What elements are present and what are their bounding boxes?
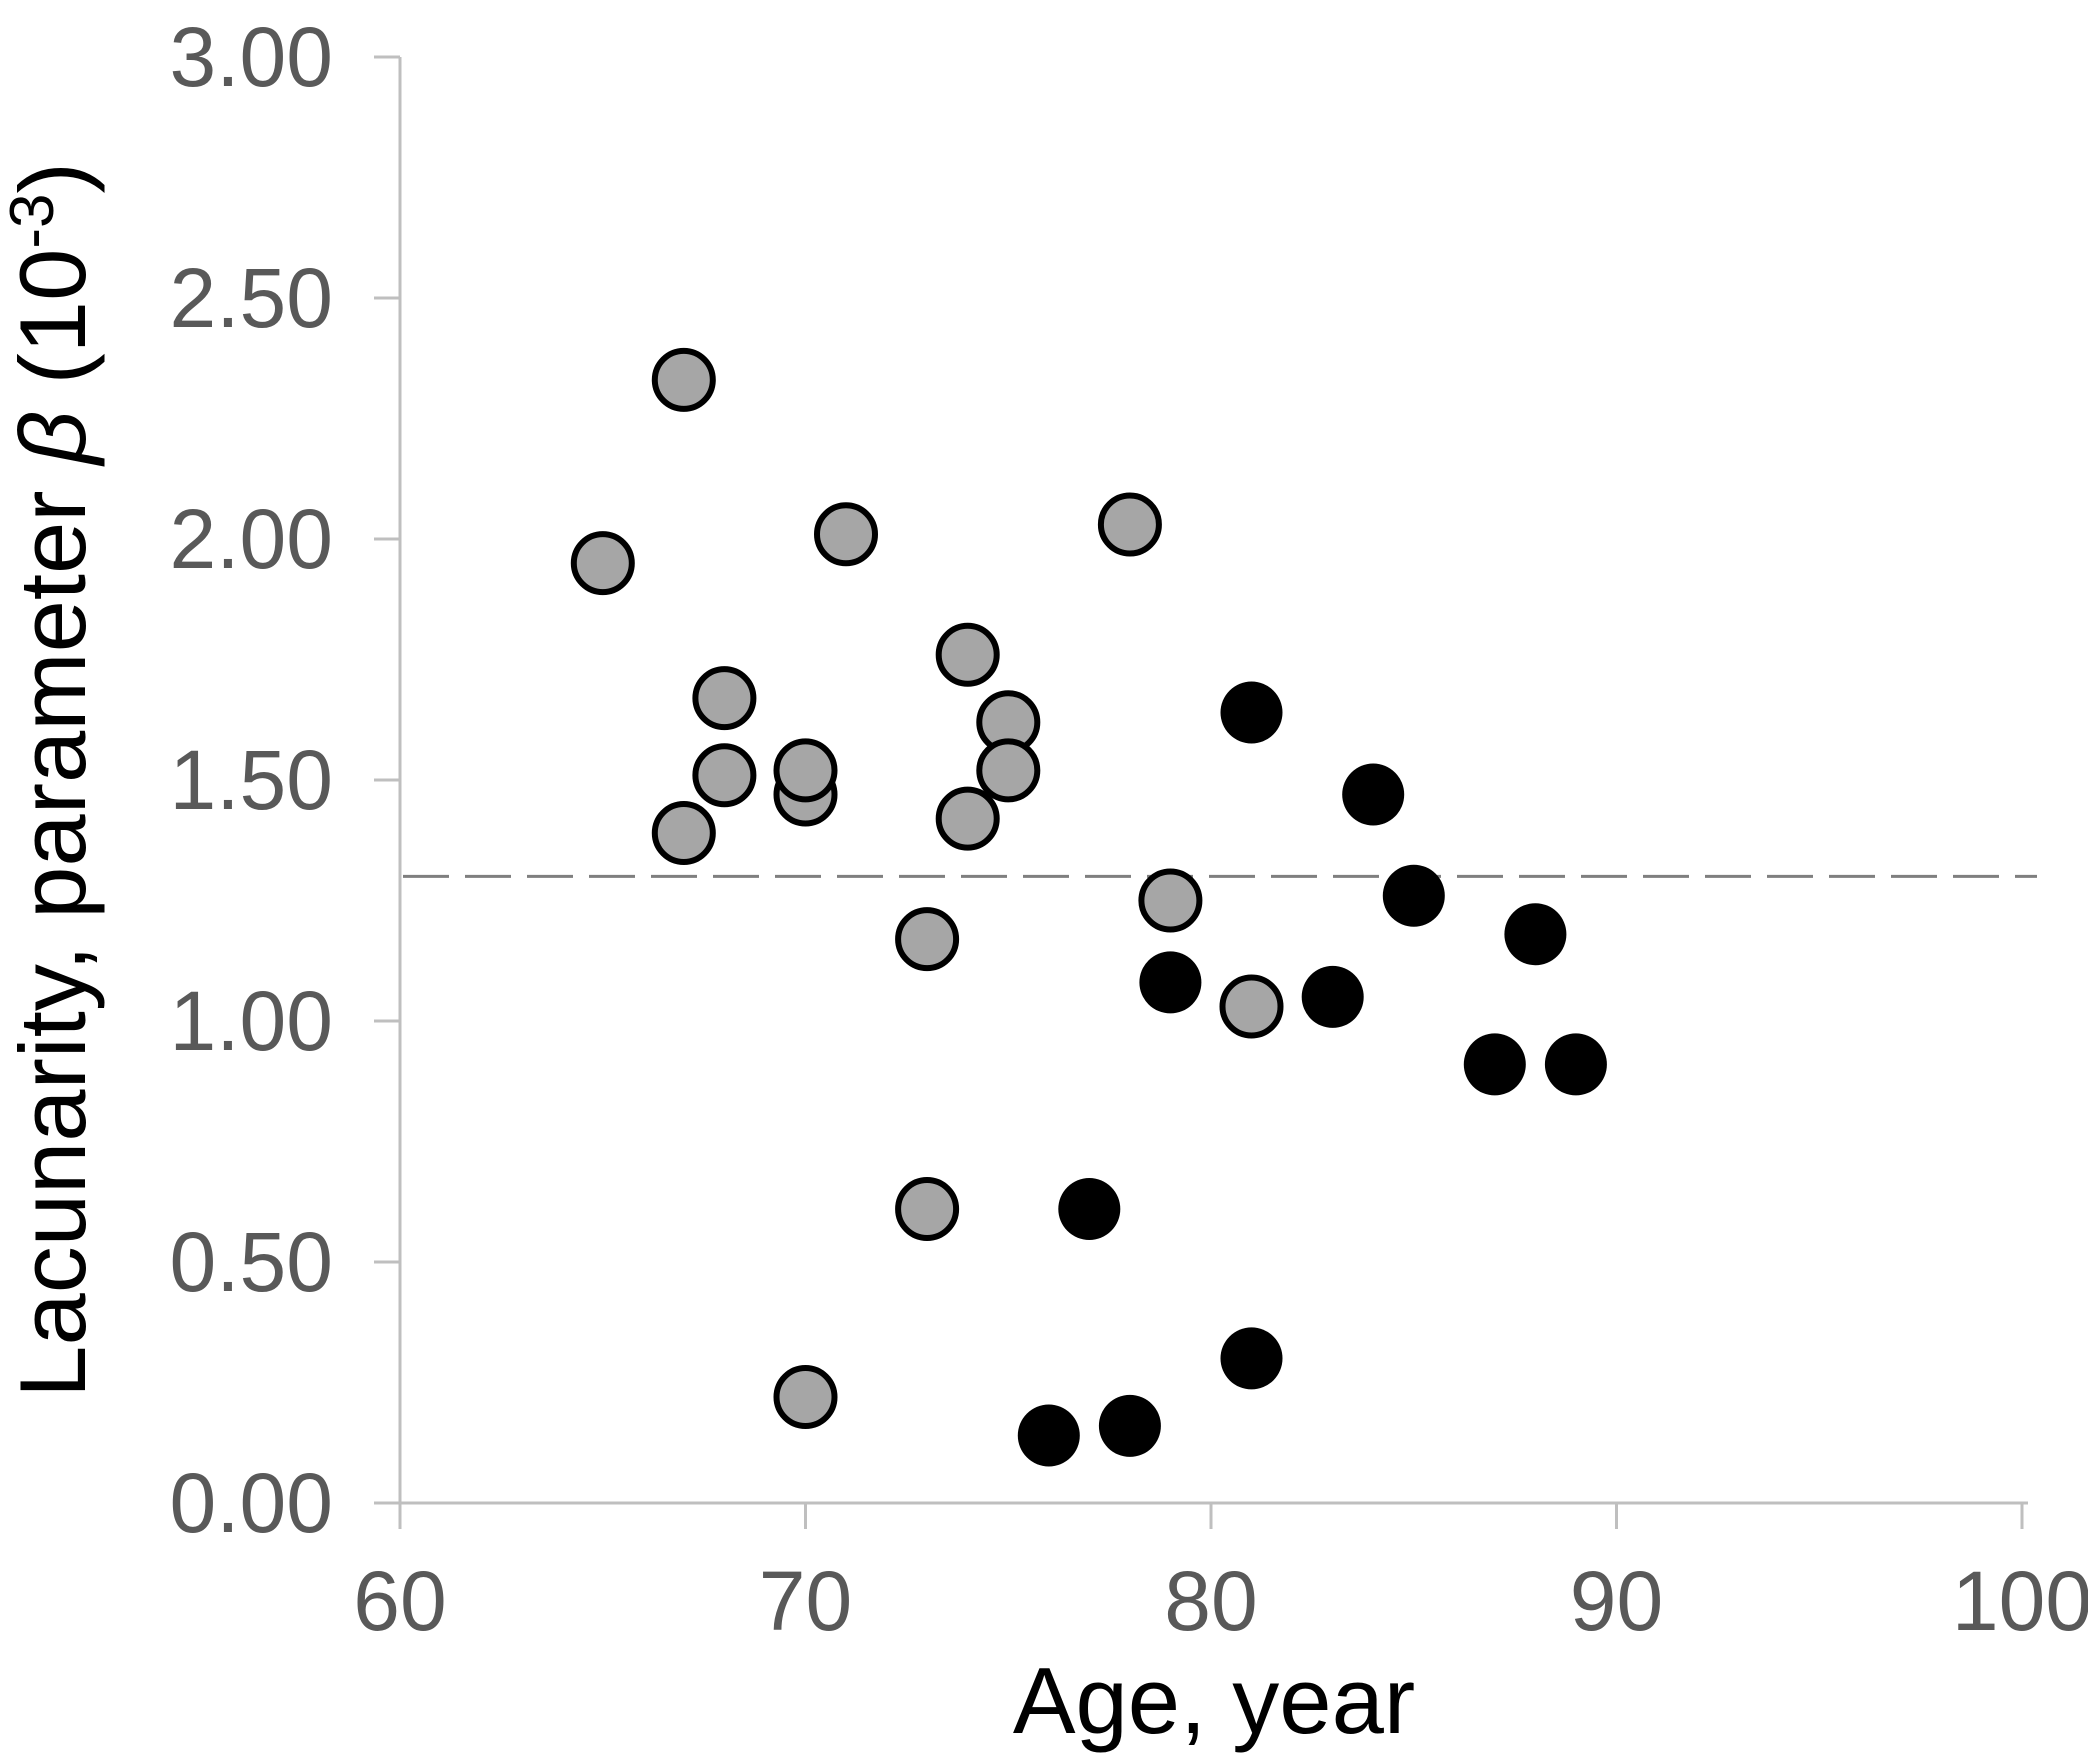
axes <box>374 55 2028 1529</box>
black-circle-group-point <box>1017 1404 1080 1467</box>
gray-circle-group-point <box>692 743 757 808</box>
x-tick-label: 90 <box>1570 1554 1663 1648</box>
gray-circle-group-point <box>773 1365 838 1429</box>
y-tick-label: 1.00 <box>170 974 334 1068</box>
y-tick-label: 0.00 <box>170 1456 334 1550</box>
gray-circle-group-point <box>570 531 635 596</box>
gray-circle-group-point <box>1097 492 1162 557</box>
x-axis-title: Age, year <box>1013 1648 1415 1753</box>
black-circle-group-point <box>1544 1033 1607 1096</box>
x-tick-label: 80 <box>1164 1554 1257 1648</box>
gray-circle-group-point <box>1219 974 1284 1039</box>
black-circle-group-point <box>1058 1178 1121 1240</box>
y-tick-label: 2.50 <box>170 251 334 345</box>
x-tick-label: 70 <box>759 1554 852 1648</box>
gray-circle-group-point <box>976 738 1041 803</box>
gray-circle-group-point <box>814 502 878 567</box>
y-tick-label: 2.00 <box>170 492 334 586</box>
gray-circle-group-point <box>1138 868 1203 933</box>
data-points <box>570 347 1607 1467</box>
y-tick-label: 0.50 <box>170 1215 334 1309</box>
black-circle-group-point <box>1220 1327 1283 1390</box>
y-tick-label: 3.00 <box>170 10 334 104</box>
gray-circle-group-point <box>692 666 757 731</box>
y-axis-title: Lacunarity, parameter β (10-3) <box>0 162 105 1398</box>
black-circle-group-point <box>1382 864 1445 927</box>
black-circle-group-point <box>1301 965 1364 1028</box>
gray-circle-group-point <box>651 801 716 865</box>
x-tick-label: 60 <box>353 1554 446 1648</box>
black-circle-group-point <box>1342 763 1405 826</box>
gray-circle-group-point <box>773 738 838 803</box>
tick-labels: 60 70 80 90 100 0.00 0.50 1.00 1.50 2.00 2.50 3.00 <box>170 10 2088 1648</box>
black-circle-group-point <box>1220 681 1283 744</box>
black-circle-group-point <box>1463 1033 1526 1096</box>
black-circle-group-point <box>1098 1394 1161 1457</box>
y-tick-label: 1.50 <box>170 733 334 827</box>
gray-circle-group-point <box>935 786 1000 851</box>
black-circle-group-point <box>1139 951 1202 1014</box>
x-tick-label: 100 <box>1952 1554 2088 1648</box>
gray-circle-group-point <box>651 347 716 412</box>
gray-circle-group-point <box>935 622 1000 687</box>
gray-circle-group-point <box>895 907 960 972</box>
black-circle-group-point <box>1504 903 1567 966</box>
gray-circle-group-point <box>895 1177 960 1241</box>
